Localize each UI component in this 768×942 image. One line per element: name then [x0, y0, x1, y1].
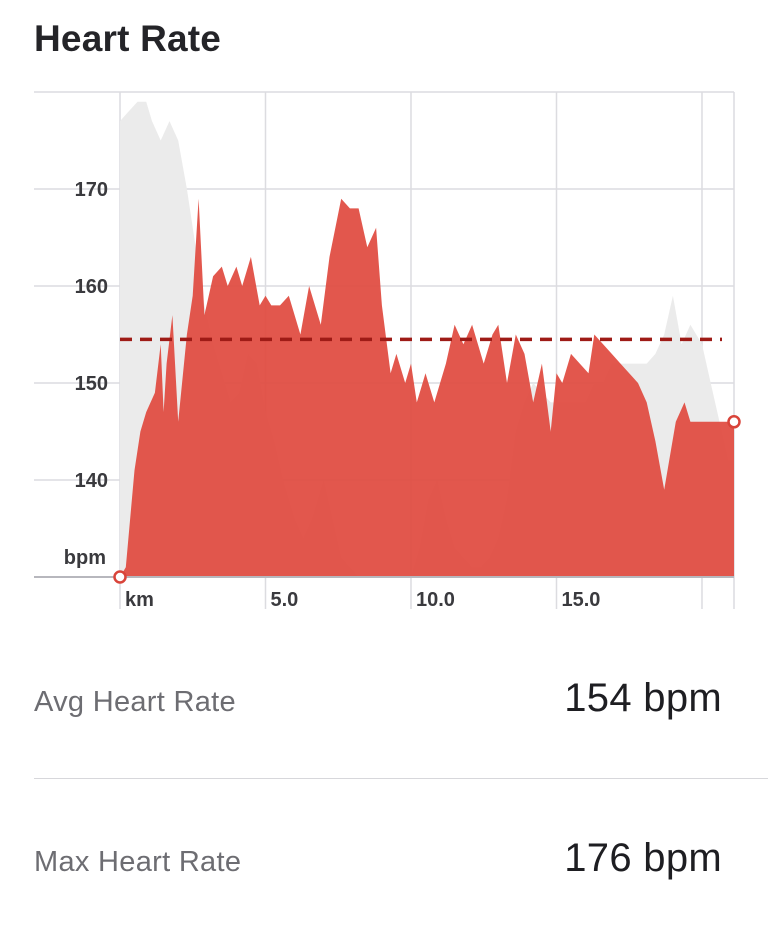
x-axis-label: km [125, 589, 154, 611]
page-title: Heart Rate [34, 18, 222, 59]
max-heart-rate-value: 176 bpm [564, 836, 722, 880]
x-tick-label: 10.0 [416, 589, 455, 611]
y-tick-label: 150 [75, 373, 108, 395]
y-tick-label: 160 [75, 276, 108, 298]
heart-rate-layer [120, 198, 734, 577]
avg-heart-rate-value: 154 bpm [564, 676, 722, 720]
y-tick-label: 170 [75, 179, 108, 201]
x-tick-label: 5.0 [270, 589, 298, 611]
avg-heart-rate-label: Avg Heart Rate [34, 686, 236, 718]
max-heart-rate-row: Max Heart Rate 176 bpm [0, 832, 768, 892]
x-tick-label: 15.0 [561, 589, 600, 611]
y-axis-label: bpm [64, 547, 106, 569]
heart-rate-area [120, 198, 734, 577]
avg-heart-rate-row: Avg Heart Rate 154 bpm [0, 672, 768, 732]
end-marker [727, 415, 741, 429]
max-heart-rate-label: Max Heart Rate [34, 846, 242, 878]
start-marker [113, 570, 127, 584]
marker-layer [113, 415, 741, 584]
y-tick-label: 140 [75, 470, 108, 492]
stats-divider [34, 778, 768, 779]
